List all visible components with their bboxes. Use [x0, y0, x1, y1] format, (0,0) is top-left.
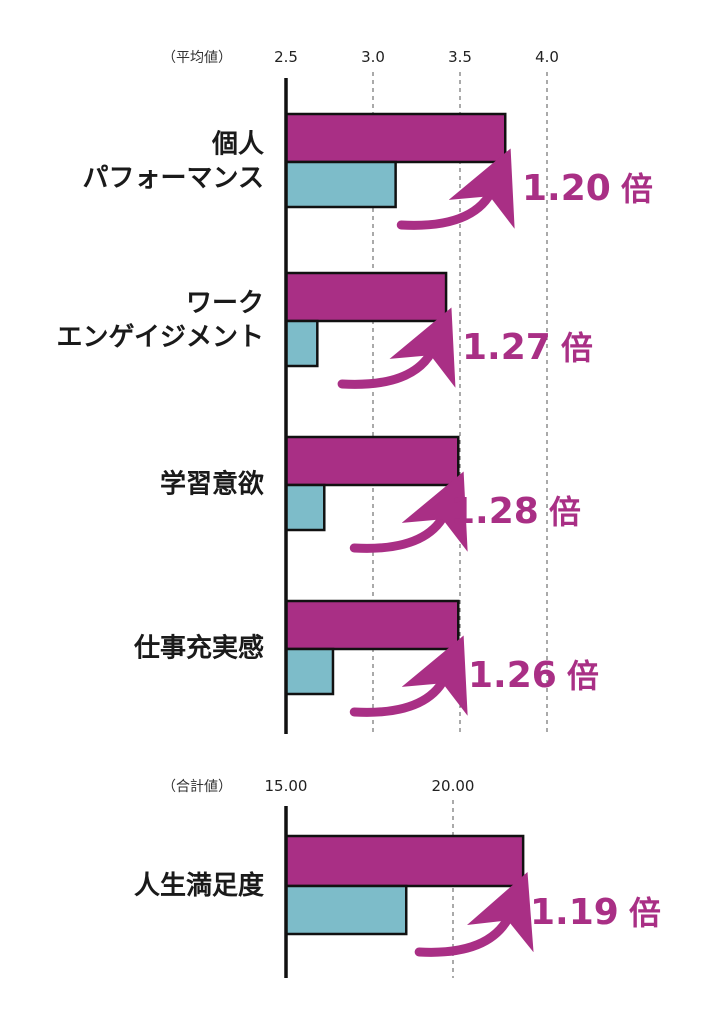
- bar-primary: [284, 271, 448, 323]
- curved-arrow-icon: [349, 471, 468, 553]
- curved-arrow-icon: [396, 148, 515, 230]
- bar-secondary: [284, 647, 335, 696]
- category-label: ワーク: [186, 289, 264, 319]
- ratio-unit: 倍: [567, 657, 599, 695]
- ratio-value: 1.19: [530, 892, 619, 933]
- bar-primary: [284, 599, 460, 651]
- curved-arrow-icon: [337, 307, 456, 389]
- bar-secondary: [284, 483, 326, 532]
- ratio-unit: 倍: [629, 894, 661, 932]
- ratio-value: 1.26: [468, 655, 557, 696]
- curved-arrow-icon: [414, 872, 534, 957]
- ratio-value: 1.27: [462, 327, 551, 368]
- curved-arrow-icon: [349, 635, 468, 717]
- bar-secondary: [284, 160, 397, 209]
- x-tick-label: 2.5: [274, 48, 298, 66]
- ratio-unit: 倍: [621, 170, 653, 208]
- axis-unit-label: （合計値）: [162, 779, 232, 795]
- ratio-unit: 倍: [549, 493, 581, 531]
- x-tick-label: 15.00: [265, 777, 308, 795]
- ratio-value: 1.20: [522, 168, 611, 209]
- x-tick-label: 20.00: [432, 777, 475, 795]
- x-tick-label: 4.0: [535, 48, 559, 66]
- bar-primary: [284, 834, 525, 888]
- category-label: 学習意欲: [160, 469, 264, 500]
- bar-primary: [284, 112, 507, 164]
- x-tick-label: 3.5: [448, 48, 472, 66]
- ratio-unit: 倍: [561, 329, 593, 367]
- category-label: エンゲイジメント: [57, 323, 264, 353]
- category-label: 人生満足度: [134, 870, 264, 901]
- bar-secondary: [284, 884, 408, 936]
- category-label: 個人: [211, 130, 264, 160]
- ratio-value: 1.28: [450, 491, 539, 532]
- category-label: 仕事充実感: [133, 633, 264, 664]
- axis-unit-label: （平均値）: [162, 50, 232, 66]
- bar-primary: [284, 435, 460, 487]
- category-label: パフォーマンス: [83, 164, 264, 194]
- bar-secondary: [284, 319, 319, 368]
- x-tick-label: 3.0: [361, 48, 385, 66]
